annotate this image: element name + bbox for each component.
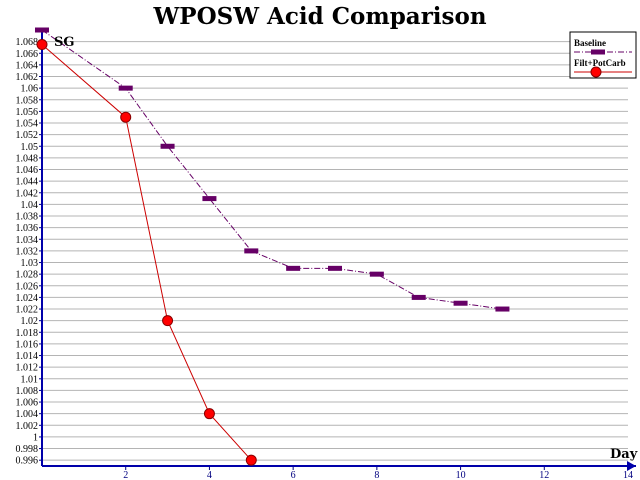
data-point-filt-potcarb: [203, 408, 215, 420]
legend-label-baseline: Baseline: [574, 38, 606, 48]
x-tick-label: 2: [123, 470, 128, 480]
chart-title: WPOSW Acid Comparison: [152, 3, 486, 30]
x-tick-label: 6: [291, 470, 296, 480]
data-point-baseline: [369, 271, 384, 277]
series-line-filt-potcarb: [41, 44, 252, 461]
y-tick-label: 1.008: [16, 386, 39, 397]
y-tick-label: 1.02: [21, 316, 39, 327]
data-point-baseline: [328, 265, 342, 271]
y-tick-label: 1.036: [16, 223, 39, 234]
y-axis-label: SG: [54, 35, 75, 50]
y-tick-label: 1.062: [16, 72, 39, 83]
y-tick-label: 1.04: [21, 200, 39, 211]
x-axis-label: Day: [610, 447, 638, 462]
data-point-filt-potcarb: [162, 315, 174, 327]
legend: Baseline Filt+PotCarb: [569, 31, 637, 79]
x-tick-label: 14: [623, 470, 633, 480]
y-tick-label: 1.064: [16, 60, 39, 71]
y-tick-label: 1.052: [16, 130, 39, 141]
data-point-baseline: [244, 248, 259, 254]
x-tick-label: 8: [374, 470, 379, 480]
grid: [42, 41, 628, 461]
y-tick-label: 1.006: [16, 398, 39, 409]
data-point-baseline: [411, 294, 426, 300]
x-tick-label: 12: [539, 470, 549, 480]
y-tick-label: 1.06: [21, 84, 39, 95]
data-point-baseline: [286, 265, 301, 271]
legend-marker-filt-potcarb: [590, 66, 602, 78]
y-tick-label: 1.054: [16, 119, 39, 130]
x-tick-label: 4: [207, 470, 212, 480]
y-tick-label: 1.068: [16, 37, 39, 48]
y-tick-label: 0.998: [16, 444, 39, 455]
y-tick-label: 1.038: [16, 212, 39, 223]
y-tick-label: 1.046: [16, 165, 39, 176]
y-tick-label: 1.066: [16, 49, 39, 60]
y-tick-label: 1.022: [16, 305, 39, 316]
y-tick-label: 1.048: [16, 153, 39, 164]
legend-label-filt-potcarb: Filt+PotCarb: [574, 58, 626, 68]
y-tick-label: 1.05: [21, 142, 39, 153]
y-tick-label: 1.004: [16, 409, 39, 420]
data-point-baseline: [160, 143, 175, 149]
y-tick-label: 0.996: [16, 456, 39, 467]
y-tick-label: 1.01: [21, 374, 39, 385]
y-tick-label: 1.042: [16, 188, 39, 199]
series-layer: [35, 27, 510, 466]
axes: 0.9960.99811.0021.0041.0061.0081.011.012…: [16, 30, 636, 480]
x-tick-label: 10: [456, 470, 466, 480]
data-point-baseline: [35, 27, 49, 33]
y-tick-label: 1.024: [16, 293, 39, 304]
data-point-filt-potcarb: [245, 454, 257, 466]
y-tick-label: 1.044: [16, 177, 39, 188]
y-tick-label: 1.012: [16, 363, 39, 374]
y-tick-label: 1.018: [16, 328, 39, 339]
data-point-baseline: [453, 300, 468, 306]
y-tick-label: 1.034: [16, 235, 39, 246]
data-point-filt-potcarb: [120, 111, 132, 123]
y-tick-label: 1: [33, 432, 38, 443]
y-tick-label: 1.002: [16, 421, 39, 432]
legend-box: [569, 31, 637, 79]
y-tick-label: 1.014: [16, 351, 39, 362]
y-tick-label: 1.026: [16, 281, 39, 292]
data-point-baseline: [495, 306, 510, 312]
legend-marker-baseline: [591, 49, 605, 55]
y-tick-label: 1.03: [21, 258, 39, 269]
data-point-filt-potcarb: [36, 39, 48, 51]
y-tick-label: 1.028: [16, 270, 39, 281]
y-tick-label: 1.056: [16, 107, 39, 118]
y-tick-label: 1.016: [16, 339, 39, 350]
y-tick-label: 1.058: [16, 95, 39, 106]
data-point-baseline: [202, 196, 217, 202]
x-axis-arrow: [627, 461, 636, 471]
data-point-baseline: [118, 85, 133, 91]
y-tick-label: 1.032: [16, 246, 39, 257]
